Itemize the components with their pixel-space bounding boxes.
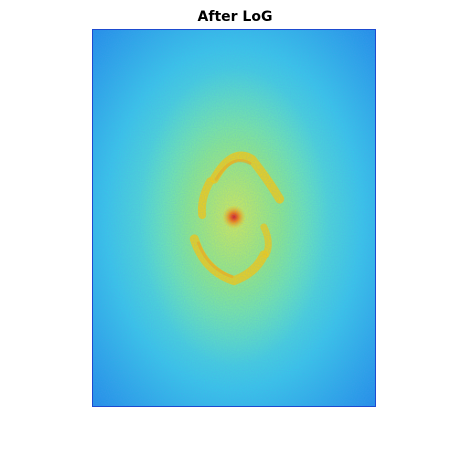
spectrum-noise (93, 30, 375, 406)
log-spectrum-image (92, 29, 376, 407)
figure-title: After LoG (197, 9, 273, 25)
spectrum-canvas (93, 30, 375, 406)
